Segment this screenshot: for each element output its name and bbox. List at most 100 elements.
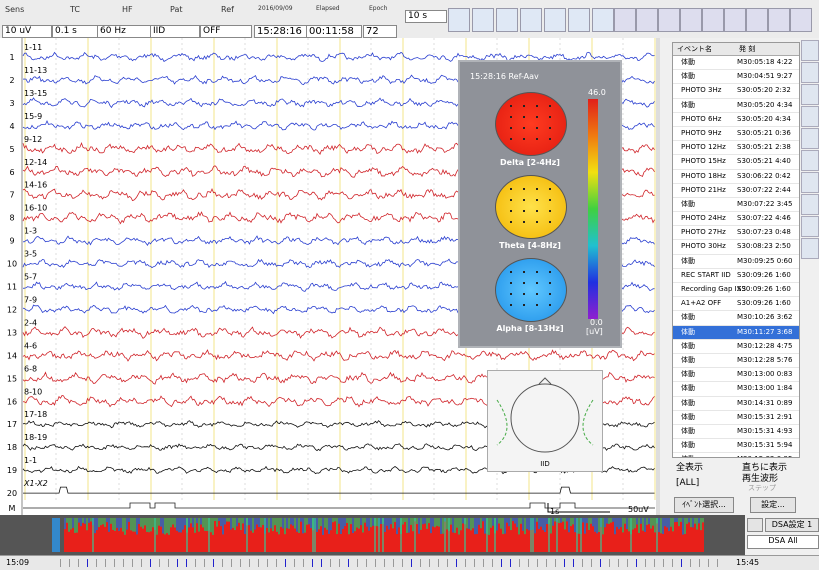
dsa-column — [252, 518, 254, 533]
dsa-column — [280, 518, 282, 527]
dsa-column — [512, 518, 514, 521]
dsa-column — [604, 518, 606, 527]
dsa-column — [654, 518, 656, 532]
tool-button[interactable] — [801, 62, 819, 83]
event-time: M30:10:26 3:62 — [737, 311, 792, 324]
dsa-column — [698, 518, 700, 523]
dsa-settings-button[interactable]: DSA設定 1 — [765, 518, 819, 532]
toolbar-button[interactable] — [724, 8, 746, 32]
dsa-column — [640, 518, 642, 524]
toolbar-button[interactable] — [448, 8, 470, 32]
tool-button[interactable] — [801, 238, 819, 259]
dsa-column — [148, 518, 150, 532]
tool-button[interactable] — [801, 128, 819, 149]
dsa-column — [484, 518, 486, 534]
toolbar-button[interactable] — [636, 8, 658, 32]
electrode-dot — [510, 116, 512, 118]
tool-button[interactable] — [801, 194, 819, 215]
event-name: 体動 — [681, 198, 695, 211]
toolbar-button[interactable] — [658, 8, 680, 32]
toolbar-button[interactable] — [768, 8, 790, 32]
tool-button[interactable] — [801, 40, 819, 61]
toolbar-field[interactable]: OFF — [200, 25, 252, 38]
dsa-column — [436, 518, 438, 526]
toolbar-button[interactable] — [790, 8, 812, 32]
toolbar-button[interactable] — [592, 8, 614, 32]
tool-button[interactable] — [801, 84, 819, 105]
dsa-column — [632, 518, 634, 530]
toolbar-button[interactable] — [568, 8, 590, 32]
page-length-select[interactable]: 10 s — [405, 10, 447, 23]
dsa-mode[interactable]: DSA All — [747, 535, 819, 549]
toolbar-button[interactable] — [680, 8, 702, 32]
dsa-column — [664, 518, 666, 526]
tool-button[interactable] — [801, 172, 819, 193]
toolbar-button[interactable] — [472, 8, 494, 32]
tool-button[interactable] — [801, 150, 819, 171]
dsa-column — [600, 518, 602, 552]
toolbar-button[interactable] — [544, 8, 566, 32]
toolbar-field[interactable]: 60 Hz — [97, 25, 151, 38]
dsa-column — [82, 518, 84, 523]
dsa-arrow[interactable] — [747, 518, 763, 532]
toolbar-button[interactable] — [746, 8, 768, 32]
dsa-column — [620, 518, 622, 527]
toolbar-field[interactable]: 15:28:16 — [254, 25, 308, 38]
toolbar-field[interactable]: 00:11:58 — [306, 25, 362, 38]
channel-label: 2-4 — [24, 318, 37, 327]
timeline-tick — [555, 559, 556, 567]
toolbar-button[interactable] — [614, 8, 636, 32]
toolbar-field[interactable]: 10 uV — [2, 25, 52, 38]
toolbar-button[interactable] — [496, 8, 518, 32]
tool-button[interactable] — [801, 216, 819, 237]
toolbar-field[interactable]: IID — [150, 25, 200, 38]
event-name: 体動 — [681, 56, 695, 69]
toolbar-button[interactable] — [702, 8, 724, 32]
toolbar-field[interactable]: 72 — [363, 25, 397, 38]
toolbar-field[interactable]: 0.1 s — [52, 25, 98, 38]
settings-button[interactable]: 設定... — [750, 497, 796, 513]
dsa-column — [288, 518, 290, 529]
dsa-column — [564, 518, 566, 529]
event-select-button[interactable]: ｲﾍﾞﾝﾄ選択... — [674, 497, 734, 513]
toolbar-button[interactable] — [520, 8, 542, 32]
dsa-column — [440, 518, 442, 534]
channel-label: 1-3 — [24, 227, 37, 236]
dsa-column — [594, 518, 596, 532]
dsa-column — [500, 518, 502, 529]
step-radio[interactable]: ステップ — [748, 483, 776, 493]
tool-button[interactable] — [801, 106, 819, 127]
topomap-head — [495, 175, 567, 239]
timeline-tick — [582, 559, 583, 567]
dsa-column — [104, 518, 106, 527]
topomap-band: Alpha [8-13Hz] — [490, 324, 570, 333]
